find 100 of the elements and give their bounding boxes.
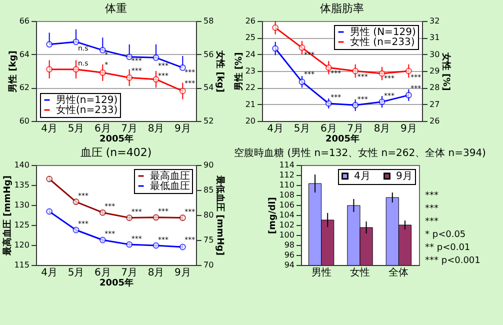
- x-tick-label: 8月: [148, 268, 164, 278]
- x-tick-label: 8月: [374, 124, 390, 134]
- x-tick-label: 9月: [174, 268, 191, 278]
- y-axis-title: 男性 [kg]: [7, 50, 18, 94]
- y2-tick-label: 52: [204, 116, 214, 126]
- point: [272, 24, 279, 31]
- y-axis-title: 男性 [%]: [233, 52, 244, 92]
- x-tick-label: 5月: [68, 124, 84, 134]
- x-tick-label: 4月: [267, 124, 284, 134]
- y-tick-label: 21: [245, 100, 256, 109]
- y-tick-label: 94: [284, 260, 294, 270]
- text: ***: [425, 191, 439, 201]
- y2-tick-label: 75: [204, 236, 214, 244]
- y-tick-label: 60: [19, 116, 30, 126]
- point: [72, 38, 80, 46]
- y-tick-label: 130: [14, 200, 30, 210]
- legend-label: 4月: [354, 171, 370, 182]
- x-tick-label: 4月: [41, 268, 58, 278]
- legend-label: 女性(n=233): [56, 104, 118, 116]
- point: [72, 66, 80, 73]
- y2-tick-label: 85: [204, 186, 214, 194]
- x-tick-label: 9月: [400, 124, 417, 134]
- y2-tick-label: 70: [204, 260, 214, 270]
- point: [46, 41, 53, 48]
- point: [126, 54, 133, 60]
- point: [99, 46, 106, 54]
- point: [126, 214, 133, 222]
- y-tick-label: 125: [14, 220, 30, 230]
- point: [298, 78, 306, 86]
- y2-tick-label: 26: [430, 116, 440, 126]
- y2-tick-label: 28: [430, 83, 440, 92]
- chart-title: 体脂肪率: [320, 2, 364, 15]
- point: [126, 74, 133, 81]
- x-tick-label: 6月: [94, 268, 111, 278]
- y2-axis-title: 女性 [kg]: [214, 50, 226, 92]
- point: [325, 100, 332, 107]
- y-tick-label: 64: [19, 50, 30, 59]
- y-tick-label: 23: [245, 66, 256, 76]
- point: [272, 45, 279, 52]
- y-tick-label: 26: [245, 16, 256, 26]
- point: [152, 76, 160, 83]
- y-tick-label: 62: [19, 83, 30, 92]
- legend-label: 女性 (n=233): [350, 36, 415, 48]
- text: * p<0.05: [425, 230, 466, 240]
- y2-tick-label: 27: [430, 100, 440, 109]
- text: ** p<0.01: [425, 243, 470, 253]
- legend-label: 最高血圧: [150, 170, 190, 182]
- y-tick-label: 110: [279, 180, 294, 190]
- y-tick-label: 135: [14, 180, 30, 190]
- y-tick-label: 114: [279, 160, 294, 170]
- x-axis-title: 2005年: [99, 134, 134, 144]
- y-tick-label: 22: [245, 83, 256, 92]
- chart-title: 空腹時血糖 (男性 n=132、女性 n=262、全体 n=394): [234, 147, 486, 159]
- y2-tick-label: 30: [430, 50, 440, 59]
- point: [378, 98, 386, 106]
- chart-title: 血圧 (n=402): [80, 146, 152, 159]
- x-tick-label: 4月: [41, 124, 58, 134]
- point: [405, 92, 412, 98]
- point: [298, 44, 306, 51]
- x-tick-label: 7月: [121, 268, 138, 278]
- point: [352, 68, 359, 74]
- x-tick-label: 5月: [294, 124, 310, 134]
- point: [179, 88, 186, 94]
- point: [126, 241, 133, 248]
- point: [99, 236, 106, 244]
- text: ***: [425, 217, 439, 227]
- x-tick-label: 女性: [350, 266, 370, 278]
- y-tick-label: 106: [279, 200, 294, 210]
- y-tick-label: 100: [279, 230, 294, 240]
- y2-axis-title: 女性 [%]: [440, 51, 452, 91]
- x-axis-title: 2005年: [99, 278, 134, 288]
- y2-tick-label: 31: [430, 33, 440, 42]
- point: [405, 68, 412, 74]
- x-tick-label: 8月: [148, 124, 164, 134]
- point: [46, 66, 53, 73]
- x-tick-label: 6月: [320, 124, 337, 134]
- x-tick-label: 5月: [68, 268, 84, 278]
- y-tick-label: 98: [284, 240, 294, 250]
- y-tick-label: 120: [14, 240, 30, 250]
- point: [152, 54, 160, 61]
- y2-tick-label: 58: [204, 16, 214, 26]
- point: [72, 226, 80, 234]
- y2-tick-label: 54: [204, 83, 214, 92]
- y-tick-label: 20: [245, 116, 256, 126]
- legend-label: 男性(n=129): [56, 94, 118, 106]
- y-tick-label: 140: [14, 160, 30, 170]
- y-tick-label: 104: [279, 210, 294, 220]
- point: [378, 70, 386, 77]
- y2-tick-label: 80: [204, 210, 214, 220]
- point: [152, 242, 160, 249]
- x-tick-label: 9月: [174, 124, 191, 134]
- y2-tick-label: 90: [204, 160, 214, 170]
- y-tick-label: 25: [245, 33, 256, 42]
- x-tick-label: 6月: [94, 124, 111, 134]
- y-axis-title: 最高血圧 [mmHg]: [2, 175, 14, 257]
- y-tick-label: 102: [279, 220, 294, 230]
- point: [179, 64, 186, 71]
- y-tick-label: 115: [14, 260, 30, 270]
- y2-axis-title: 最低血圧 [mmHg]: [214, 174, 226, 256]
- point: [152, 214, 160, 221]
